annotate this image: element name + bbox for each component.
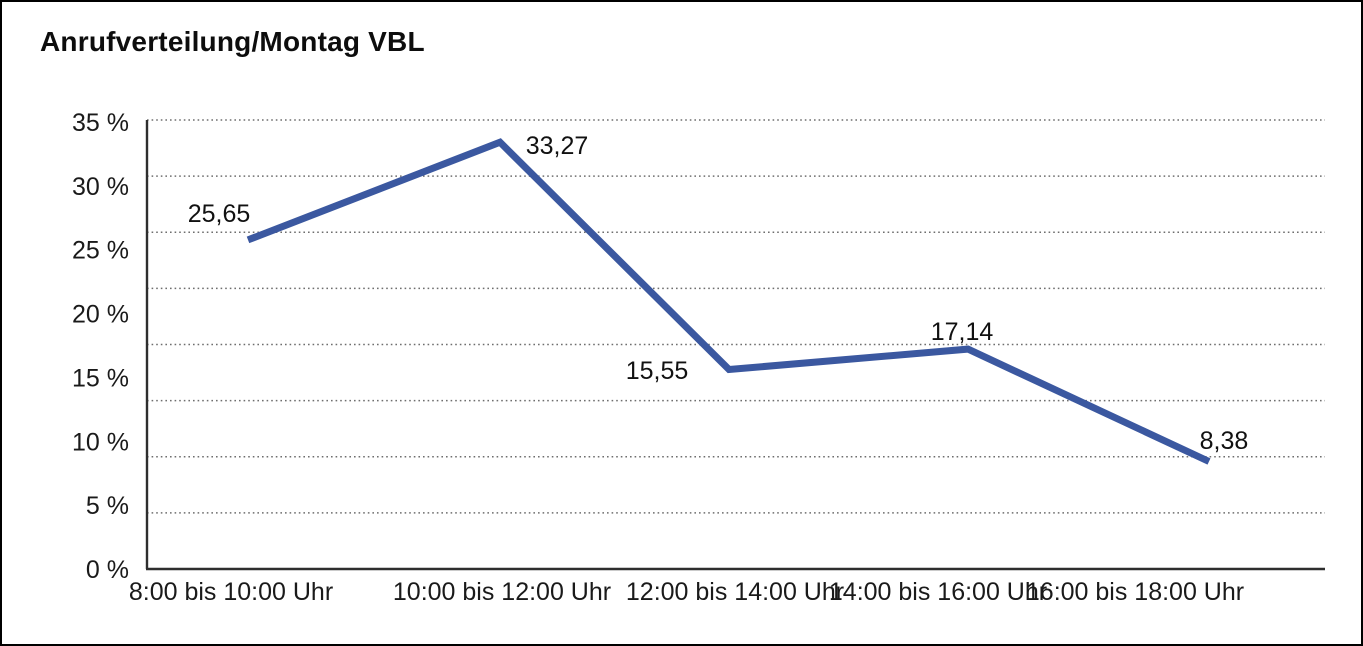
chart-title: Anrufverteilung/Montag VBL bbox=[40, 26, 425, 57]
data-point-label: 17,14 bbox=[931, 318, 994, 346]
data-point-label: 8,38 bbox=[1200, 427, 1249, 455]
y-axis-labels: 35 % 30 % 25 % 20 % 15 % 10 % 5 % 0 % bbox=[72, 109, 129, 584]
data-point-label: 25,65 bbox=[188, 200, 251, 228]
y-axis-tick-label: 30 % bbox=[72, 173, 129, 201]
data-point-label: 33,27 bbox=[526, 132, 589, 160]
y-axis-tick-label: 15 % bbox=[72, 364, 129, 392]
y-axis-tick-label: 0 % bbox=[86, 556, 129, 584]
x-axis-category-label: 12:00 bis 14:00 Uhr bbox=[626, 578, 844, 606]
data-point-label: 15,55 bbox=[626, 357, 689, 385]
y-axis-tick-label: 35 % bbox=[72, 109, 129, 137]
y-axis-tick-label: 25 % bbox=[72, 237, 129, 265]
x-axis-category-label: 16:00 bis 18:00 Uhr bbox=[1026, 578, 1244, 606]
gridlines bbox=[147, 119, 1325, 514]
y-axis-tick-label: 20 % bbox=[72, 301, 129, 329]
y-axis-tick-label: 10 % bbox=[72, 428, 129, 456]
data-labels: 25,65 33,27 15,55 17,14 8,38 bbox=[188, 132, 1249, 455]
y-axis-tick-label: 5 % bbox=[86, 492, 129, 520]
data-line bbox=[246, 138, 1211, 465]
x-axis-category-label: 8:00 bis 10:00 Uhr bbox=[129, 578, 333, 606]
x-axis-category-label: 14:00 bis 16:00 Uhr bbox=[829, 578, 1047, 606]
axes bbox=[145, 120, 1325, 571]
x-axis-labels: 8:00 bis 10:00 Uhr 10:00 bis 12:00 Uhr 12:… bbox=[129, 578, 1244, 606]
x-axis-category-label: 10:00 bis 12:00 Uhr bbox=[393, 578, 611, 606]
